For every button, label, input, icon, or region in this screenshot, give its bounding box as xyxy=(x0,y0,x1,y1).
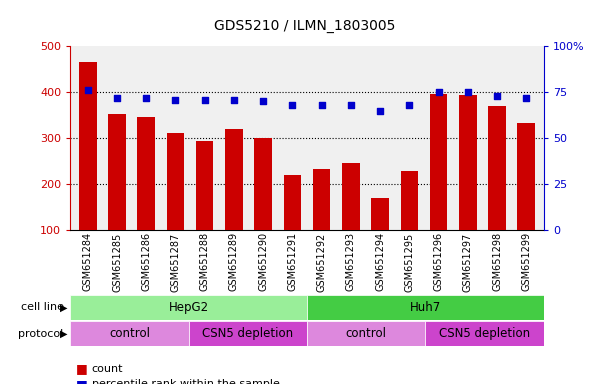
Bar xyxy=(518,124,535,230)
Point xyxy=(141,94,151,101)
Text: GSM651293: GSM651293 xyxy=(346,232,356,291)
Text: GSM651297: GSM651297 xyxy=(463,232,473,291)
Text: CSN5 depletion: CSN5 depletion xyxy=(202,327,293,340)
Bar xyxy=(225,129,243,230)
Text: ■: ■ xyxy=(76,378,92,384)
Point xyxy=(492,93,502,99)
Bar xyxy=(137,117,155,230)
Text: control: control xyxy=(109,327,150,340)
Point xyxy=(170,96,180,103)
Text: GSM651286: GSM651286 xyxy=(141,232,152,291)
Text: CSN5 depletion: CSN5 depletion xyxy=(439,327,530,340)
Bar xyxy=(401,171,418,230)
Text: GSM651290: GSM651290 xyxy=(258,232,268,291)
Text: Huh7: Huh7 xyxy=(410,301,441,314)
Bar xyxy=(313,169,331,230)
Bar xyxy=(167,133,185,230)
Bar xyxy=(430,94,447,230)
Point xyxy=(375,108,385,114)
Text: GSM651285: GSM651285 xyxy=(112,232,122,291)
Point xyxy=(463,89,473,95)
Point xyxy=(229,96,239,103)
Bar xyxy=(189,321,307,346)
Text: GSM651298: GSM651298 xyxy=(492,232,502,291)
Bar xyxy=(79,62,97,230)
Bar xyxy=(284,175,301,230)
Text: GSM651292: GSM651292 xyxy=(316,232,327,291)
Point xyxy=(434,89,444,95)
Text: percentile rank within the sample: percentile rank within the sample xyxy=(92,379,279,384)
Bar xyxy=(70,295,307,320)
Text: HepG2: HepG2 xyxy=(169,301,209,314)
Text: GSM651287: GSM651287 xyxy=(170,232,180,291)
Point xyxy=(200,96,210,103)
Text: GSM651295: GSM651295 xyxy=(404,232,414,291)
Bar xyxy=(254,138,272,230)
Text: GSM651284: GSM651284 xyxy=(83,232,93,291)
Text: GSM651289: GSM651289 xyxy=(229,232,239,291)
Text: GSM651294: GSM651294 xyxy=(375,232,385,291)
Text: ▶: ▶ xyxy=(60,302,67,313)
Text: GSM651296: GSM651296 xyxy=(434,232,444,291)
Bar xyxy=(108,114,126,230)
Text: ▶: ▶ xyxy=(60,328,67,339)
Text: GDS5210 / ILMN_1803005: GDS5210 / ILMN_1803005 xyxy=(214,19,395,33)
Point xyxy=(258,98,268,104)
Text: control: control xyxy=(346,327,387,340)
Text: ■: ■ xyxy=(76,362,92,376)
Text: protocol: protocol xyxy=(18,328,67,339)
Bar xyxy=(70,321,189,346)
Point xyxy=(112,94,122,101)
Text: GSM651299: GSM651299 xyxy=(521,232,531,291)
Point xyxy=(346,102,356,108)
Point xyxy=(288,102,298,108)
Point xyxy=(316,102,326,108)
Bar xyxy=(371,198,389,230)
Text: count: count xyxy=(92,364,123,374)
Text: GSM651288: GSM651288 xyxy=(200,232,210,291)
Point xyxy=(521,94,531,101)
Bar xyxy=(342,163,360,230)
Bar xyxy=(196,141,213,230)
Point xyxy=(404,102,414,108)
Text: GSM651291: GSM651291 xyxy=(287,232,298,291)
Bar xyxy=(459,95,477,230)
Text: cell line: cell line xyxy=(21,302,67,313)
Bar xyxy=(307,295,544,320)
Bar xyxy=(488,106,506,230)
Bar xyxy=(425,321,544,346)
Bar xyxy=(307,321,425,346)
Point xyxy=(83,87,93,93)
